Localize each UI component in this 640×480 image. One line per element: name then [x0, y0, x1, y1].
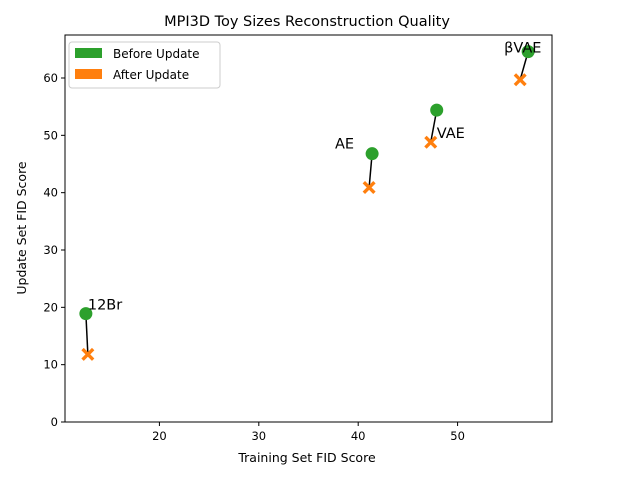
y-tick-label: 40 [43, 186, 58, 200]
point-label: AE [335, 137, 354, 153]
before-update-point [521, 45, 535, 59]
plot-area [64, 34, 553, 423]
point-label: 12Br [88, 298, 122, 314]
before-update-point [430, 103, 444, 117]
legend-swatch-after [75, 69, 102, 79]
y-tick-label: 10 [43, 358, 58, 372]
legend: Before Update After Update [68, 41, 221, 89]
x-tick-label: 20 [152, 429, 167, 443]
legend-label-before: Before Update [113, 47, 200, 61]
point-labels: 12Br AE VAE βVAE [88, 41, 542, 314]
legend-box [68, 41, 221, 89]
after-update-point [81, 347, 95, 361]
x-tick-label: 30 [251, 429, 266, 443]
before-update-point [79, 307, 93, 321]
y-tick-label: 50 [43, 128, 58, 142]
y-axis-label: Update Set FID Score [14, 161, 29, 295]
connector-lines [85, 51, 529, 355]
legend-swatch-before [75, 48, 102, 58]
after-update-point [513, 73, 527, 87]
y-tick-label: 20 [43, 300, 58, 314]
point-label: VAE [437, 126, 465, 142]
after-update-point [362, 181, 376, 195]
y-axis: 0 10 20 30 40 50 60 [43, 71, 65, 429]
y-tick-label: 60 [43, 71, 58, 85]
connector-line [85, 313, 89, 355]
data-markers [79, 45, 535, 361]
legend-label-after: After Update [113, 68, 189, 82]
y-tick-label: 30 [43, 243, 58, 257]
before-update-point [365, 147, 379, 161]
chart-title: MPI3D Toy Sizes Reconstruction Quality [164, 14, 450, 30]
after-update-point [424, 135, 438, 149]
x-axis: 20 30 40 50 [152, 422, 465, 443]
x-tick-label: 40 [351, 429, 366, 443]
point-label: βVAE [504, 41, 541, 57]
x-tick-label: 50 [450, 429, 465, 443]
y-tick-label: 0 [51, 415, 58, 429]
x-axis-label: Training Set FID Score [237, 450, 376, 465]
